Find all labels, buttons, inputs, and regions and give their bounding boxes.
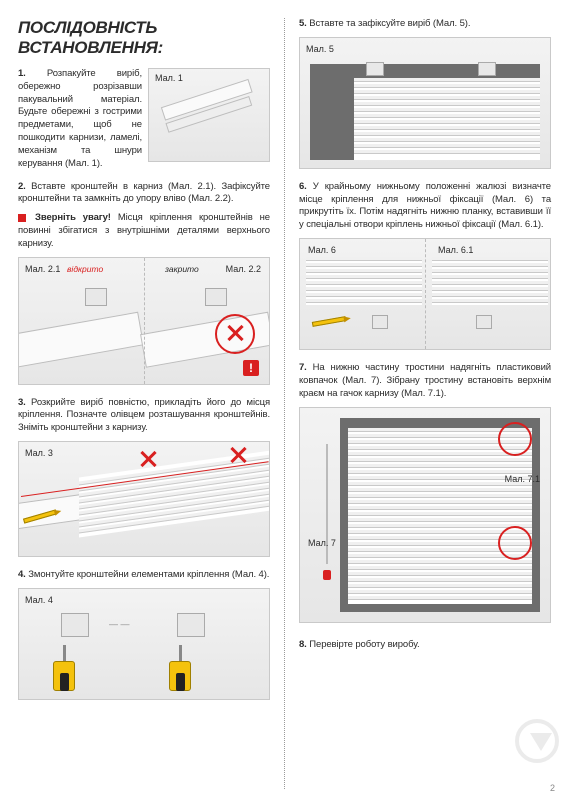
step4-text: 4. Змонтуйте кронштейни елементами кріпл… <box>18 569 270 582</box>
figure-4: Мал. 4 — — <box>18 588 270 700</box>
step4-body: Змонтуйте кронштейни елементами кріпленн… <box>28 569 269 580</box>
open-label: відкрито <box>67 264 103 274</box>
fig7-circle-bot <box>498 526 532 560</box>
figure-5: Мал. 5 <box>299 37 551 169</box>
step1-num: 1. <box>18 68 26 79</box>
step6-body: У крайньому нижньому положенні жалюзі ви… <box>299 181 551 230</box>
fig7-label: Мал. 7 <box>308 538 336 548</box>
step7-num: 7. <box>299 362 307 373</box>
figure-6: Мал. 6 Мал. 6.1 <box>299 238 551 350</box>
fig4-label: Мал. 4 <box>25 595 53 605</box>
figure-7: Мал. 7 Мал. 7.1 <box>299 407 551 623</box>
fig2-bracket-r <box>205 288 227 306</box>
drill-icon-l <box>49 645 83 691</box>
fig1-label: Мал. 1 <box>155 73 183 83</box>
step7-body: На нижню частину тростини надягніть плас… <box>299 362 551 399</box>
step3-text: 3. Розкрийте виріб повністю, прикладіть … <box>18 397 270 435</box>
step8-text: 8. Перевірте роботу виробу. <box>299 639 551 652</box>
fig71-label: Мал. 7.1 <box>505 474 540 484</box>
right-column: 5. Вставте та зафіксуйте виріб (Мал. 5).… <box>299 18 551 789</box>
fig2-bracket-l <box>85 288 107 306</box>
fig5-blinds <box>354 78 540 160</box>
drill-icon-r <box>165 645 199 691</box>
fig6-clip-l <box>372 315 388 329</box>
step2-warn-prefix: Зверніть увагу! <box>35 212 111 223</box>
fig4-bracket-r <box>177 613 205 637</box>
page-root: ПОСЛІДОВНІСТЬ ВСТАНОВЛЕННЯ: 1. Розпакуйт… <box>0 0 565 799</box>
step1-block: 1. Розпакуйте виріб, обережно розрізавши… <box>18 68 270 171</box>
fig6-label: Мал. 6 <box>308 245 336 255</box>
step3-num: 3. <box>18 397 26 408</box>
fig5-bracket-r <box>478 62 496 76</box>
fig21-label: Мал. 2.1 <box>25 264 60 274</box>
step5-body: Вставте та зафіксуйте виріб (Мал. 5). <box>309 18 470 29</box>
page-title: ПОСЛІДОВНІСТЬ ВСТАНОВЛЕННЯ: <box>18 18 270 58</box>
left-column: ПОСЛІДОВНІСТЬ ВСТАНОВЛЕННЯ: 1. Розпакуйт… <box>18 18 270 789</box>
fig6-split <box>425 239 426 349</box>
fig6-blinds-l <box>306 257 422 305</box>
fig6-clip-r <box>476 315 492 329</box>
figure-3: Мал. 3 <box>18 441 270 557</box>
step7-text: 7. На нижню частину тростини надягніть п… <box>299 362 551 400</box>
step2-warning: Зверніть увагу! Місця кріплення кронштей… <box>18 212 270 250</box>
fig5-label: Мал. 5 <box>306 44 334 54</box>
warning-icon <box>18 214 26 222</box>
step8-body: Перевірте роботу виробу. <box>309 639 419 650</box>
step2-text: 2. Вставте кронштейн в карниз (Мал. 2.1)… <box>18 181 270 207</box>
fig4-screws: — — <box>109 619 130 629</box>
x-icon-3a <box>139 450 157 468</box>
step1-body: Розпакуйте виріб, обережно розрізавши па… <box>18 68 142 169</box>
step1-text: 1. Розпакуйте виріб, обережно розрізавши… <box>18 68 142 171</box>
figure-1: Мал. 1 <box>148 68 270 162</box>
step5-num: 5. <box>299 18 307 29</box>
fig7-circle-top <box>498 422 532 456</box>
step3-body: Розкрийте виріб повністю, прикладіть йог… <box>18 397 270 434</box>
download-arrow-icon <box>515 719 559 763</box>
step8-num: 8. <box>299 639 307 650</box>
fig4-bracket-l <box>61 613 89 637</box>
fig22-label: Мал. 2.2 <box>226 264 261 274</box>
fig61-label: Мал. 6.1 <box>438 245 473 255</box>
x-icon <box>226 324 244 342</box>
fig6-blinds-r <box>432 257 548 305</box>
step6-text: 6. У крайньому нижньому положенні жалюзі… <box>299 181 551 232</box>
fig3-label: Мал. 3 <box>25 448 53 458</box>
fig5-bracket-l <box>366 62 384 76</box>
figure-2: Мал. 2.1 Мал. 2.2 відкрито закрито ! <box>18 257 270 385</box>
fig2-split <box>144 258 145 384</box>
close-label: закрито <box>165 264 199 274</box>
x-icon-3b <box>229 446 247 464</box>
step6-num: 6. <box>299 181 307 192</box>
step2-body: Вставте кронштейн в карниз (Мал. 2.1). З… <box>18 181 270 205</box>
pencil-icon-6 <box>312 316 346 327</box>
fig2-rail-l <box>18 311 144 367</box>
fig7-blinds <box>348 428 532 604</box>
fig7-wand-cap <box>323 570 331 580</box>
step2-num: 2. <box>18 181 26 192</box>
step5-text: 5. Вставте та зафіксуйте виріб (Мал. 5). <box>299 18 551 31</box>
column-divider <box>284 18 285 789</box>
warning-badge-icon: ! <box>243 360 259 376</box>
page-number: 2 <box>550 783 555 793</box>
step4-num: 4. <box>18 569 26 580</box>
